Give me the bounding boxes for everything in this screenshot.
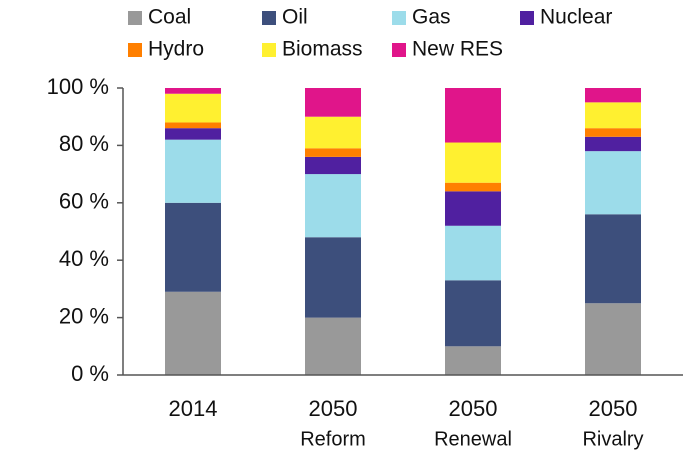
x-tick-label: 2050	[589, 396, 638, 421]
bar-segment	[165, 93, 221, 123]
y-tick-label: 20 %	[59, 303, 109, 328]
bar-segment	[445, 88, 501, 143]
bar-segment	[585, 151, 641, 215]
legend-swatch	[128, 11, 142, 25]
legend-label: Nuclear	[540, 6, 612, 29]
bar-segment	[445, 182, 501, 192]
bar-segment	[305, 317, 361, 375]
bar-segment	[165, 128, 221, 140]
x-tick-label: 2050	[449, 396, 498, 421]
bar-segment	[305, 156, 361, 175]
bar-segment	[445, 142, 501, 183]
legend-swatch	[520, 11, 534, 25]
x-tick-label: Rivalry	[582, 428, 643, 450]
bar-segment	[585, 88, 641, 103]
bar-segment	[305, 237, 361, 318]
legend-label: Oil	[282, 6, 308, 29]
legend-label: Biomass	[282, 38, 363, 61]
bar-segment	[165, 202, 221, 292]
legend-swatch	[262, 11, 276, 25]
legend-label: Hydro	[148, 38, 204, 61]
legend-swatch	[392, 11, 406, 25]
x-tick-label: Renewal	[434, 428, 512, 450]
bar-segment	[585, 128, 641, 137]
legend-swatch	[262, 43, 276, 57]
y-tick-label: 60 %	[59, 189, 109, 214]
bar-segment	[445, 280, 501, 347]
bar-segment	[585, 303, 641, 375]
x-tick-label: 2014	[169, 396, 218, 421]
legend-label: Coal	[148, 6, 191, 29]
y-tick-label: 80 %	[59, 131, 109, 156]
x-tick-label: Reform	[300, 428, 366, 450]
bar-segment	[305, 148, 361, 157]
bar-segment	[305, 88, 361, 117]
bar-segment	[165, 88, 221, 94]
y-tick-label: 40 %	[59, 246, 109, 271]
x-tick-label: 2050	[309, 396, 358, 421]
bar-segment	[445, 191, 501, 226]
legend-label: Gas	[412, 6, 451, 29]
bar-segment	[165, 291, 221, 375]
bar-segment	[305, 116, 361, 149]
bar-segment	[305, 174, 361, 238]
y-tick-label: 100 %	[47, 74, 109, 99]
bar-segment	[585, 136, 641, 152]
bar-segment	[445, 346, 501, 375]
legend-swatch	[128, 43, 142, 57]
bar-segment	[165, 122, 221, 129]
bar-segment	[165, 139, 221, 203]
y-tick-label: 0 %	[71, 361, 109, 386]
bar-segment	[445, 225, 501, 281]
legend-swatch	[392, 43, 406, 57]
bar-segment	[585, 214, 641, 304]
legend-label: New RES	[412, 38, 503, 61]
bar-segment	[585, 102, 641, 129]
